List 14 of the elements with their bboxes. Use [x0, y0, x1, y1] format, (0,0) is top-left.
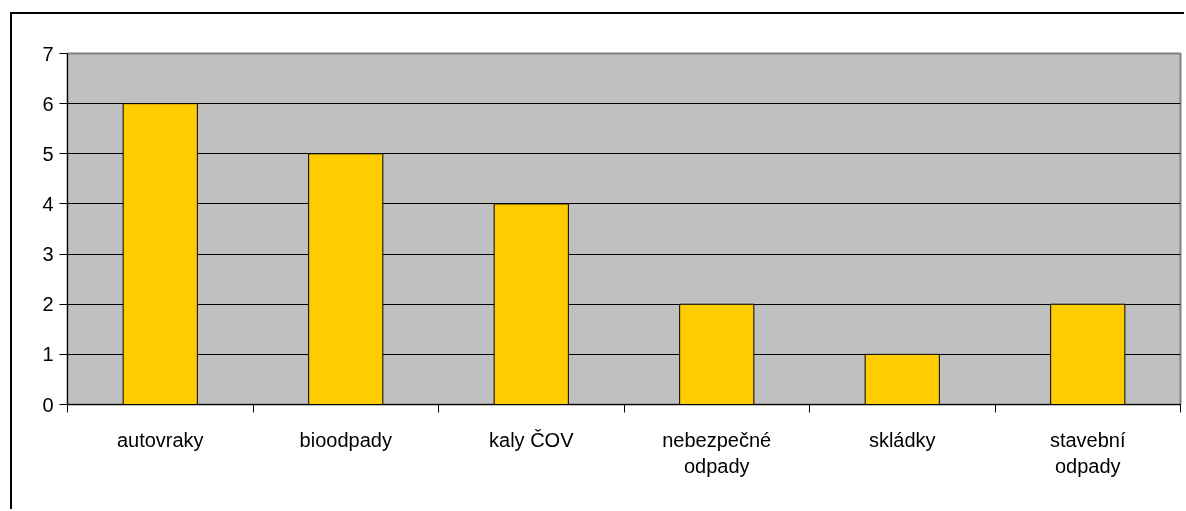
y-tick-label: 6: [42, 92, 54, 115]
y-tick-label: 2: [42, 293, 54, 316]
x-tick-label: kaly ČOV: [489, 428, 575, 451]
y-tick-label: 1: [42, 343, 54, 366]
x-tick-label: bioodpady: [299, 428, 392, 451]
y-tick-label: 4: [42, 192, 54, 215]
x-tick-label: autovraky: [116, 428, 204, 451]
x-tick-label: skládky: [868, 428, 936, 451]
x-tick-label: nebezpečné odpady: [662, 428, 772, 477]
y-tick-label: 3: [42, 243, 54, 266]
y-tick-label: 0: [42, 393, 54, 416]
x-tick-label: stavební odpady: [1049, 428, 1126, 477]
y-tick-label: 7: [42, 42, 54, 65]
y-tick-label: 5: [42, 142, 54, 165]
